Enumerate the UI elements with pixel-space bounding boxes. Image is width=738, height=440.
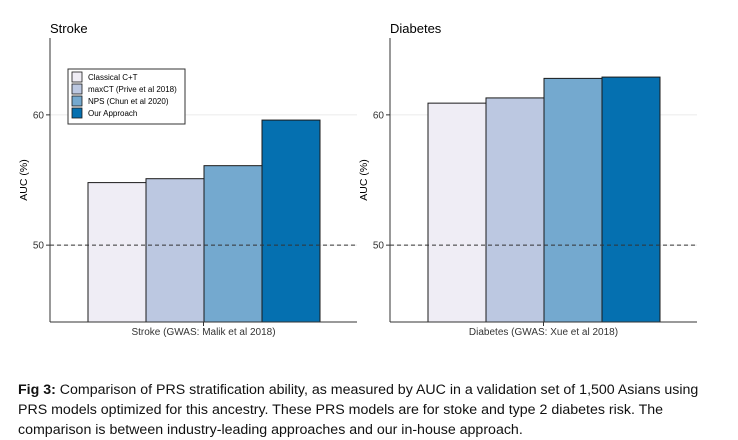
panel-title: Diabetes <box>390 21 442 36</box>
legend-label: Our Approach <box>88 109 137 118</box>
bar-4 <box>261 119 321 323</box>
panel-stroke: 50 60 Stroke (GWAS: Malik et al 2018) AUC (… <box>18 21 357 338</box>
figure-caption: Fig 3: Comparison of PRS stratification … <box>18 380 724 440</box>
y-axis-label: AUC (%) <box>18 159 30 200</box>
legend: Classical C+T maxCT (Prive et al 2018) NPS… <box>67 68 186 125</box>
chart-svg: 50 60 Stroke (GWAS: Malik et al 2018) AUC (… <box>18 21 697 338</box>
caption-label: Fig 3: <box>18 382 56 399</box>
legend-swatch-3 <box>71 95 83 107</box>
legend-swatch-4 <box>71 107 83 119</box>
legend-box <box>67 68 186 125</box>
y-tick-label: 50 <box>33 241 45 252</box>
y-axis-label: AUC (%) <box>358 159 370 200</box>
y-tick-label: 60 <box>33 110 45 121</box>
bar-3 <box>543 77 603 323</box>
legend-label: maxCT (Prive et al 2018) <box>88 85 177 94</box>
legend-swatch-1 <box>71 71 83 83</box>
bar-4 <box>601 76 661 323</box>
bar-1 <box>87 182 147 323</box>
panel-diabetes: 50 60 Diabetes (GWAS: Xue et al 2018) AUC (… <box>358 21 697 338</box>
x-axis-label: Diabetes (GWAS: Xue et al 2018) <box>469 327 618 338</box>
bar-3 <box>203 165 263 323</box>
y-tick-label: 50 <box>373 241 385 252</box>
legend-swatch-2 <box>71 83 83 95</box>
bar-2 <box>485 97 545 323</box>
bar-2 <box>145 178 205 323</box>
y-tick-label: 60 <box>373 110 385 121</box>
bar-1 <box>427 102 487 323</box>
figure: 50 60 Stroke (GWAS: Malik et al 2018) AUC (… <box>18 21 697 338</box>
x-axis-label: Stroke (GWAS: Malik et al 2018) <box>131 327 275 338</box>
legend-label: NPS (Chun et al 2020) <box>88 97 169 106</box>
legend-label: Classical C+T <box>88 73 138 82</box>
caption-text: Comparison of PRS stratification ability… <box>18 382 699 439</box>
panel-title: Stroke <box>50 21 88 36</box>
